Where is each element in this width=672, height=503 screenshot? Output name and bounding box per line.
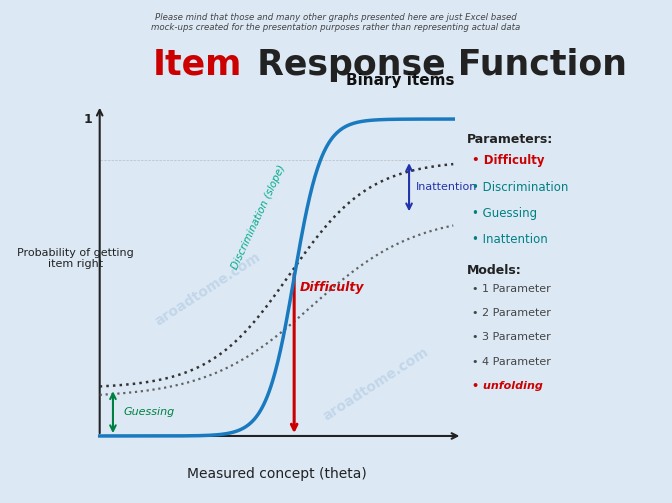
Text: Discrimination (slope): Discrimination (slope): [230, 163, 288, 271]
Text: • Guessing: • Guessing: [472, 207, 538, 220]
Text: Item: Item: [153, 48, 242, 82]
Text: • Difficulty: • Difficulty: [472, 154, 545, 167]
Text: • unfolding: • unfolding: [472, 381, 543, 391]
Text: aroadtome.com: aroadtome.com: [152, 250, 263, 328]
Text: • Discrimination: • Discrimination: [472, 181, 569, 194]
Text: • 2 Parameter: • 2 Parameter: [472, 308, 551, 318]
Text: Difficulty: Difficulty: [300, 281, 365, 294]
Text: Please mind that those and many other graphs presented here are just Excel based: Please mind that those and many other gr…: [151, 13, 521, 32]
Text: Probability of getting
item right: Probability of getting item right: [17, 248, 134, 270]
Text: • Inattention: • Inattention: [472, 233, 548, 246]
Text: Guessing: Guessing: [124, 407, 175, 417]
Text: • 1 Parameter: • 1 Parameter: [472, 284, 551, 294]
Text: Binary items: Binary items: [345, 73, 454, 88]
Text: aroadtome.com: aroadtome.com: [320, 345, 431, 424]
Text: • 3 Parameter: • 3 Parameter: [472, 332, 551, 343]
Text: 1: 1: [84, 113, 93, 126]
Text: Models:: Models:: [467, 264, 521, 277]
Text: Parameters:: Parameters:: [467, 133, 553, 146]
Text: Inattention: Inattention: [416, 182, 478, 192]
Text: Measured concept (theta): Measured concept (theta): [187, 467, 366, 481]
Text: Response Function: Response Function: [245, 48, 627, 82]
Text: • 4 Parameter: • 4 Parameter: [472, 357, 551, 367]
